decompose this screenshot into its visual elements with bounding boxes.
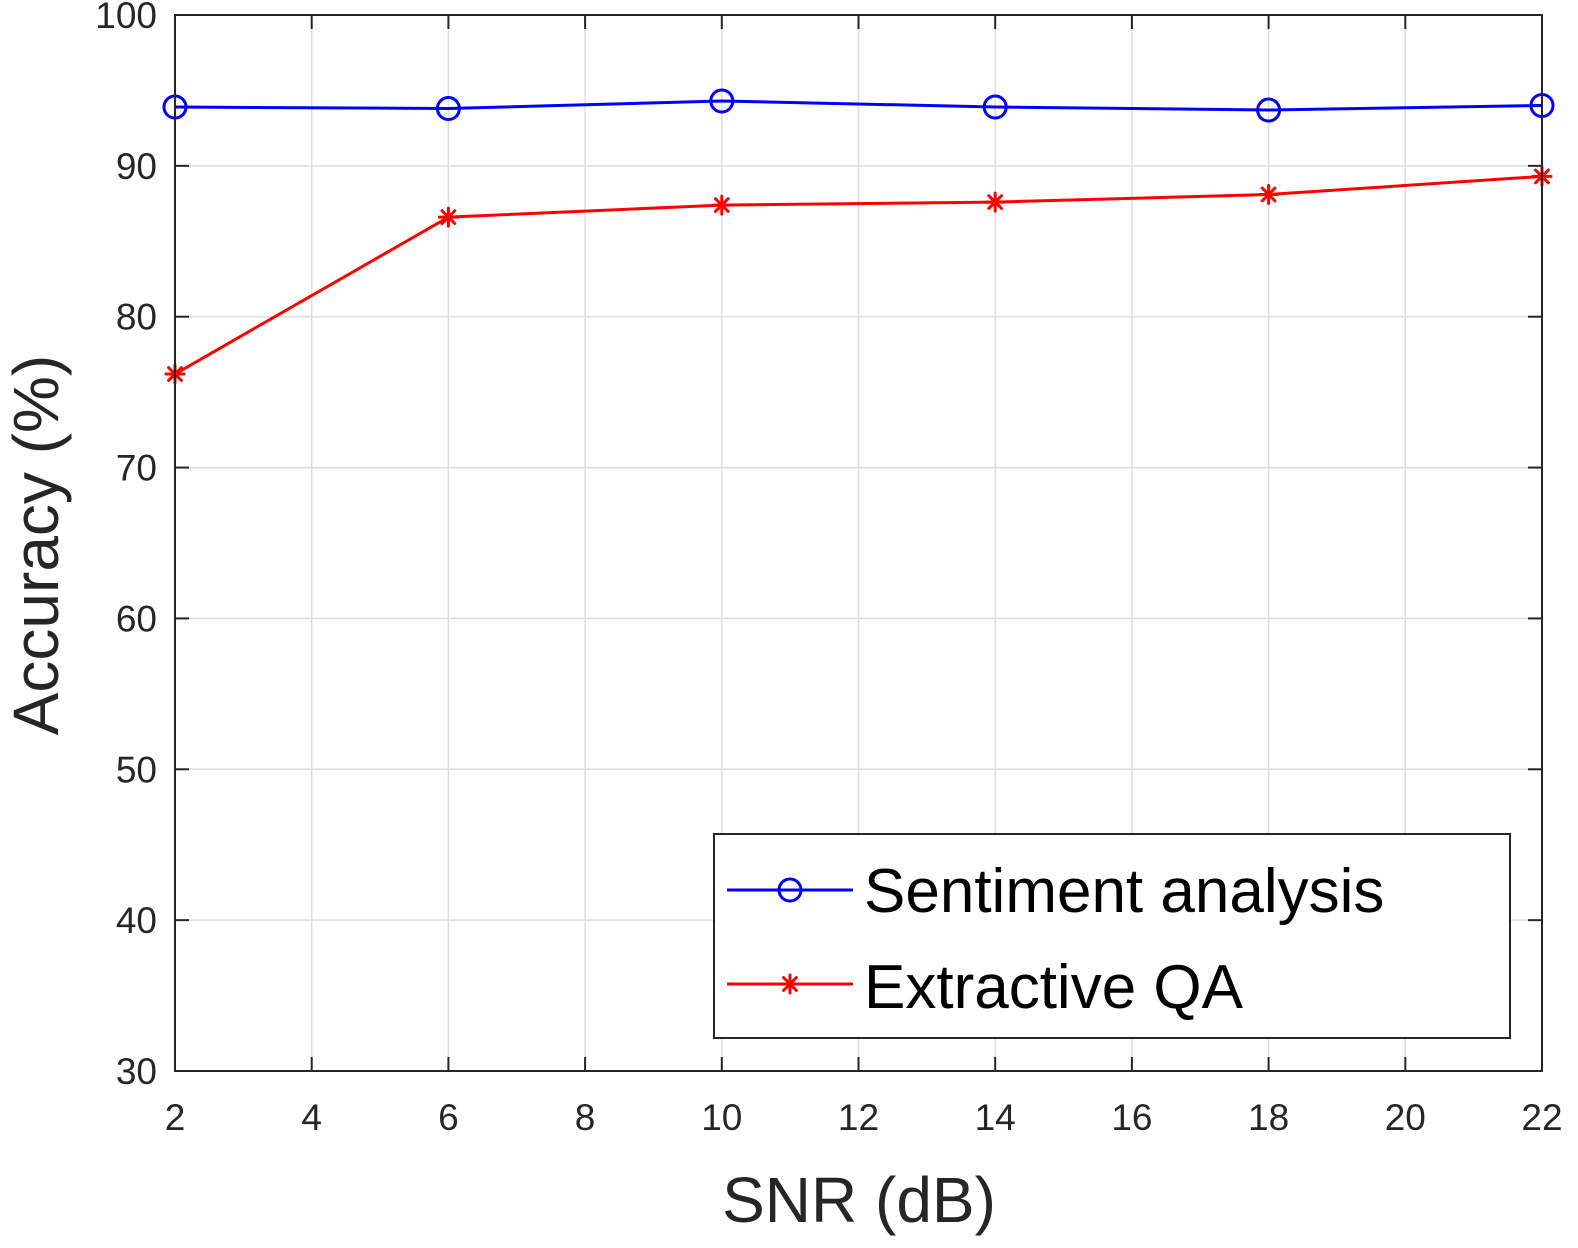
x-tick-label: 10: [701, 1097, 742, 1138]
data-point-sentiment-analysis: [982, 94, 1008, 120]
axes: [174, 14, 1543, 1072]
legend-item-sentiment-analysis: Sentiment analysis: [727, 857, 1384, 926]
data-point-sentiment-analysis: [709, 88, 735, 114]
data-point-extractive-qa: [437, 206, 459, 228]
y-tick-label: 40: [116, 900, 157, 941]
x-tick-label: 16: [1111, 1097, 1152, 1138]
tick-labels: 2 4 6 8 10 12 14 16 18 20 22 30 40 50 60 70 80 90 100: [95, 0, 1562, 1138]
y-tick-label: 100: [95, 0, 157, 36]
x-tick-label: 8: [575, 1097, 596, 1138]
x-tick-label: 4: [301, 1097, 322, 1138]
series-line-sentiment-analysis: [174, 99, 1543, 112]
x-axis-title: SNR (dB): [722, 1164, 996, 1236]
y-tick-label: 60: [116, 598, 157, 639]
series-line-extractive-qa: [174, 174, 1543, 376]
x-tick-label: 14: [975, 1097, 1016, 1138]
y-tick-label: 30: [116, 1051, 157, 1092]
y-tick-label: 90: [116, 146, 157, 187]
y-tick-label: 50: [116, 749, 157, 790]
series-sentiment-analysis: [162, 88, 1555, 123]
y-axis-title: Accuracy (%): [0, 355, 72, 736]
x-tick-label: 20: [1385, 1097, 1426, 1138]
legend-item-extractive-qa: Extractive QA: [727, 953, 1244, 1022]
legend-box: [713, 833, 1511, 1039]
data-point-sentiment-analysis: [1256, 97, 1282, 123]
data-point-sentiment-analysis: [435, 96, 461, 122]
legend-label-extractive-qa: Extractive QA: [864, 953, 1244, 1022]
data-series: [162, 88, 1555, 385]
x-tick-label: 12: [838, 1097, 879, 1138]
legend: Sentiment analysis Extractive QA: [713, 833, 1511, 1039]
legend-marker-asterisk: [779, 973, 801, 995]
data-point-extractive-qa: [1258, 184, 1280, 206]
x-tick-label: 2: [165, 1097, 186, 1138]
legend-marker-circle: [777, 877, 803, 903]
y-tick-label: 70: [116, 448, 157, 489]
data-point-extractive-qa: [984, 191, 1006, 213]
x-tick-label: 6: [438, 1097, 459, 1138]
x-tick-label: 18: [1248, 1097, 1289, 1138]
grid-lines: [175, 15, 1542, 1071]
y-tick-label: 80: [116, 297, 157, 338]
x-tick-label: 22: [1521, 1097, 1562, 1138]
data-point-extractive-qa: [711, 194, 733, 216]
legend-label-sentiment-analysis: Sentiment analysis: [864, 857, 1384, 926]
